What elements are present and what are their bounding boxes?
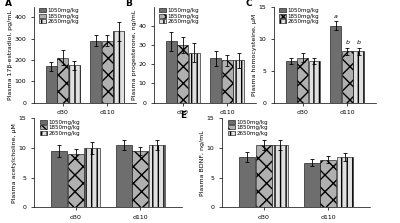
Bar bbox=[304, 163, 320, 207]
Bar bbox=[84, 148, 100, 207]
Bar bbox=[189, 53, 200, 103]
Bar bbox=[330, 26, 341, 103]
Y-axis label: Plasma progesterone, ng/mL: Plasma progesterone, ng/mL bbox=[132, 9, 137, 100]
Bar bbox=[239, 157, 255, 207]
Bar bbox=[102, 41, 113, 103]
Legend: 1050mg/kg, 1850mg/kg, 2650mg/kg: 1050mg/kg, 1850mg/kg, 2650mg/kg bbox=[40, 119, 81, 136]
Text: b: b bbox=[357, 40, 361, 45]
Bar bbox=[342, 52, 353, 103]
Bar bbox=[222, 60, 233, 103]
Bar bbox=[309, 61, 320, 103]
Bar bbox=[297, 58, 308, 103]
Legend: 1050mg/kg, 1850mg/kg, 2650mg/kg: 1050mg/kg, 1850mg/kg, 2650mg/kg bbox=[279, 8, 320, 25]
Bar bbox=[57, 58, 68, 103]
Legend: 1050mg/kg, 1850mg/kg, 2650mg/kg: 1050mg/kg, 1850mg/kg, 2650mg/kg bbox=[159, 8, 200, 25]
Y-axis label: Plasma 17β-estradiol, pg/mL: Plasma 17β-estradiol, pg/mL bbox=[8, 10, 13, 100]
Bar bbox=[210, 58, 221, 103]
Text: b: b bbox=[345, 40, 349, 45]
Bar bbox=[69, 65, 80, 103]
Bar bbox=[256, 145, 272, 207]
Bar bbox=[233, 60, 244, 103]
Text: a: a bbox=[334, 14, 338, 19]
Bar bbox=[320, 160, 336, 207]
Text: E: E bbox=[180, 111, 187, 120]
Bar bbox=[132, 151, 148, 207]
Y-axis label: Plasma acetylcholine, μM: Plasma acetylcholine, μM bbox=[12, 123, 17, 203]
Bar bbox=[90, 41, 101, 103]
Bar bbox=[68, 154, 84, 207]
Y-axis label: Plasma BDNF, ng/mL: Plasma BDNF, ng/mL bbox=[200, 130, 205, 196]
Bar bbox=[353, 52, 364, 103]
Text: C: C bbox=[246, 0, 252, 8]
Legend: 1050mg/kg, 1850mg/kg, 2650mg/kg: 1050mg/kg, 1850mg/kg, 2650mg/kg bbox=[228, 119, 269, 136]
Bar bbox=[166, 41, 177, 103]
Bar bbox=[286, 61, 297, 103]
Bar bbox=[116, 145, 132, 207]
Bar bbox=[51, 151, 67, 207]
Text: A: A bbox=[6, 0, 12, 8]
Bar bbox=[149, 145, 165, 207]
Y-axis label: Plasma homocysteine, μM: Plasma homocysteine, μM bbox=[252, 14, 257, 96]
Legend: 1050mg/kg, 1850mg/kg, 2650mg/kg: 1050mg/kg, 1850mg/kg, 2650mg/kg bbox=[39, 8, 80, 25]
Bar bbox=[113, 31, 124, 103]
Bar bbox=[272, 145, 288, 207]
Bar bbox=[337, 157, 353, 207]
Bar bbox=[177, 45, 188, 103]
Bar bbox=[46, 66, 57, 103]
Text: B: B bbox=[126, 0, 132, 8]
